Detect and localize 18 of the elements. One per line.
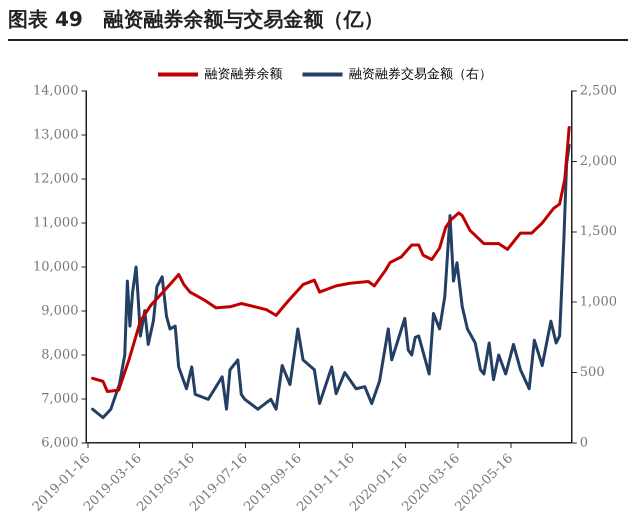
y-tick-label: 8,000 <box>41 347 78 362</box>
y2-tick-label: 1,500 <box>580 224 617 240</box>
y-tick-label: 13,000 <box>32 127 78 142</box>
y-tick-label: 12,000 <box>32 171 78 186</box>
y-tick-label: 11,000 <box>32 215 78 230</box>
y2-tick-label: 1,000 <box>580 294 617 310</box>
y2-tick-label: 500 <box>580 364 605 380</box>
y-tick-label: 9,000 <box>41 303 78 318</box>
chart-title: 图表 49 融资融券余额与交易金额（亿） <box>8 6 628 41</box>
y-tick-label: 7,000 <box>41 391 78 406</box>
y-tick-label: 6,000 <box>41 435 78 450</box>
y2-tick-label: 2,000 <box>580 154 617 169</box>
y-tick-label: 14,000 <box>32 83 78 98</box>
legend-label: 融资融券余额 <box>204 66 282 82</box>
y2-tick-label: 0 <box>580 435 588 450</box>
y2-tick-label: 2,500 <box>580 83 617 98</box>
legend-label: 融资融券交易金额（右） <box>349 66 492 82</box>
y-tick-label: 10,000 <box>32 259 78 274</box>
